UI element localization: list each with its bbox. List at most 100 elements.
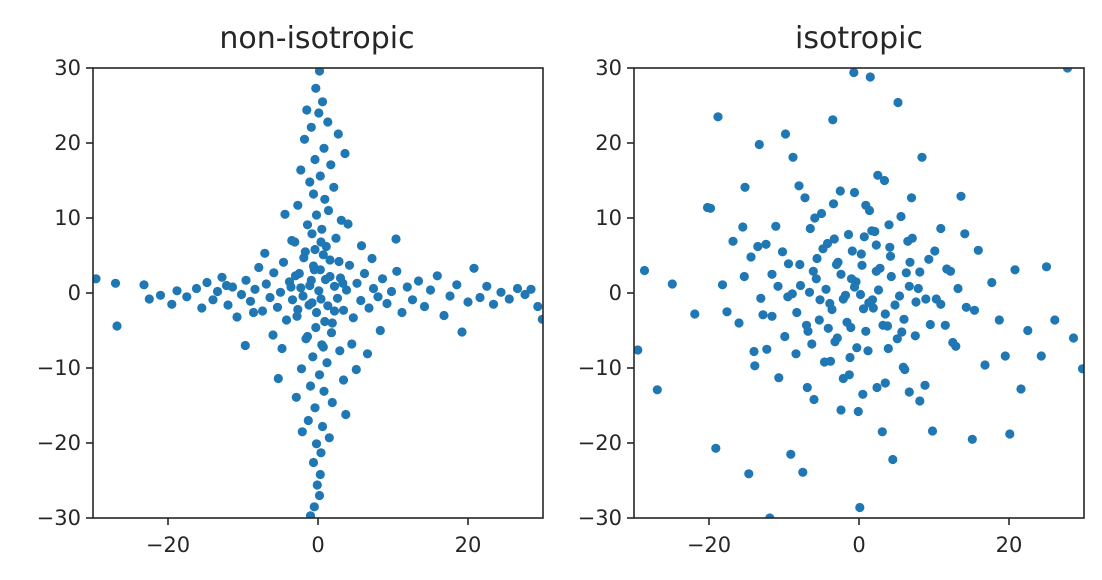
scatter-point [419, 301, 430, 312]
scatter-point [322, 358, 332, 368]
scatter-point [317, 224, 327, 234]
scatter-point [920, 380, 930, 390]
scatter-point [314, 68, 325, 76]
scatter-point [293, 200, 303, 210]
scatter-point [904, 387, 914, 397]
scatter-panel-non-isotropic: non-isotropic −20 0 20 −30 −20 −10 0 10 20 30 [37, 21, 544, 557]
scatter-point [324, 433, 334, 443]
scatter-point [756, 293, 766, 303]
scatter-point [836, 405, 846, 415]
x-axis-ticks: −20 0 20 [146, 518, 481, 557]
scatter-point [139, 280, 149, 290]
scatter-point [867, 226, 877, 236]
scatter-point [291, 392, 301, 402]
scatter-point [110, 278, 121, 288]
scatter-point [960, 229, 970, 239]
scatter-point [1016, 384, 1026, 394]
scatter-point [287, 295, 298, 305]
scatter-point [317, 421, 328, 432]
scatter-point [858, 304, 869, 314]
scatter-point [316, 294, 326, 304]
scatter-point [713, 112, 723, 122]
scatter-point [812, 253, 822, 264]
scatter-point [272, 302, 283, 312]
scatter-point [849, 187, 860, 198]
scatter-point [758, 310, 768, 320]
scatter-point [884, 220, 894, 230]
scatter-point [112, 321, 122, 331]
scatter-point [762, 344, 772, 354]
scatter-point [1050, 315, 1060, 325]
scatter-point [798, 467, 808, 477]
scatter-point [326, 328, 337, 338]
scatter-point [930, 246, 940, 256]
scatter-point [942, 264, 952, 274]
scatter-point [325, 255, 335, 265]
scatter-point [885, 242, 895, 252]
scatter-point [831, 259, 842, 270]
y-tick-label: 20 [54, 131, 81, 155]
scatter-point [504, 294, 514, 304]
scatter-point [973, 245, 983, 255]
scatter-point [425, 285, 436, 295]
scatter-point [896, 211, 906, 222]
scatter-point [890, 300, 900, 310]
scatter-point [347, 339, 357, 349]
scatter-point [277, 343, 287, 354]
scatter-point [808, 266, 818, 276]
scatter-point [800, 193, 810, 203]
scatter-point [315, 171, 325, 181]
scatter-point [835, 186, 845, 196]
x-tick-label: −20 [687, 533, 731, 557]
scatter-point [318, 250, 328, 260]
scatter-point [879, 175, 890, 186]
scatter-point [711, 443, 721, 453]
scatter-point [359, 268, 370, 279]
scatter-point [329, 306, 340, 316]
scatter-point [265, 292, 275, 303]
scatter-point [905, 257, 915, 267]
scatter-point [488, 299, 499, 309]
scatter-point [305, 381, 316, 391]
scatter-point [310, 403, 320, 413]
scatter-point [314, 490, 325, 501]
scatter-point [877, 427, 887, 437]
scatter-point [221, 280, 232, 291]
scatter-point [892, 334, 902, 344]
scatter-point [457, 327, 467, 337]
scatter-point [338, 278, 348, 288]
scatter-point [953, 283, 963, 294]
scatter-point [287, 235, 297, 246]
scatter-point [864, 205, 875, 216]
scatter-point [250, 284, 260, 294]
scatter-point [767, 311, 777, 321]
scatter-point [526, 284, 536, 294]
scatter-point [338, 305, 349, 315]
scatter-point [883, 343, 893, 354]
scatter-point [809, 394, 819, 405]
scatter-point [496, 287, 506, 297]
scatter-point [167, 299, 177, 309]
scatter-point [846, 274, 857, 284]
scatter-point [377, 274, 388, 284]
x-tick-label: 20 [996, 533, 1023, 557]
scatter-point [811, 274, 821, 284]
scatter-point [537, 314, 543, 324]
scatter-point [325, 271, 335, 282]
scatter-point [818, 244, 828, 254]
scatter-point [373, 292, 383, 302]
scatter-point [323, 301, 333, 311]
scatter-point [754, 139, 764, 150]
scatter-point [802, 382, 812, 393]
scatter-point [327, 397, 337, 408]
scatter-point [903, 236, 913, 246]
scatter-point [634, 345, 643, 355]
scatter-point [823, 323, 833, 333]
scatter-point [690, 309, 700, 319]
scatter-point [275, 287, 286, 297]
scatter-point [208, 295, 218, 305]
scatter-point [994, 315, 1004, 325]
scatter-point [838, 294, 848, 304]
scatter-point [278, 257, 289, 267]
scatter-point [871, 266, 881, 276]
